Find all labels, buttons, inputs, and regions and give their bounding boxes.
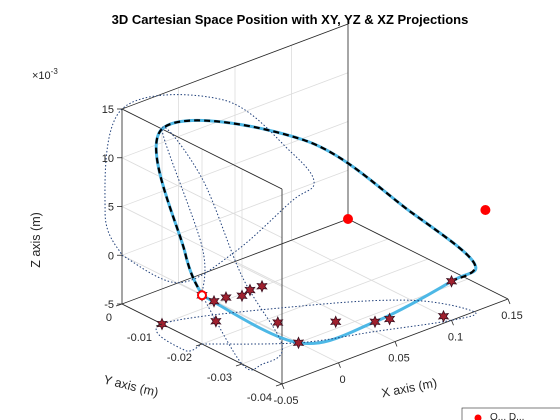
z-axis-label: Z axis (m) <box>29 212 43 268</box>
grid-line-z-back <box>121 72 349 159</box>
series <box>104 94 478 371</box>
grid-line-y-floor <box>161 238 389 325</box>
target-point <box>343 214 353 224</box>
markers <box>156 205 491 350</box>
waypoint-marker <box>383 312 396 326</box>
waypoint-marker <box>272 316 284 329</box>
start-point <box>197 290 207 301</box>
z-multiplier: ×10-3 <box>32 67 58 82</box>
x-tick-label: 0.05 <box>388 353 409 365</box>
legend-box <box>461 407 560 420</box>
tick-labels: -0.0500.050.10.15-0.04-0.03-0.02-0.010-5… <box>102 104 523 407</box>
waypoint-marker <box>330 315 342 329</box>
x-tick-label: 0.15 <box>501 310 522 322</box>
y-tick-label: -0.04 <box>247 392 272 404</box>
y-tick-mark <box>275 383 283 387</box>
y-tick-label: -0.01 <box>127 332 152 344</box>
grid-line-z-side <box>121 157 283 239</box>
x-tick-mark <box>338 362 341 368</box>
legend[interactable]: Q... D... <box>461 407 560 420</box>
y-tick-label: 0 <box>106 312 112 324</box>
y-tick-label: -0.03 <box>207 372 232 384</box>
legend-marker-icon <box>474 414 482 420</box>
z-tick-label: -5 <box>104 299 114 311</box>
legend-entry-label: Q... D... <box>490 412 524 420</box>
x-tick-mark <box>394 341 398 347</box>
waypoint-marker <box>437 309 450 323</box>
z-multiplier-exponent: -3 <box>51 67 59 76</box>
grid-line-z-back <box>121 121 349 207</box>
waypoint-marker <box>220 291 232 304</box>
grid-line-y-floor <box>201 258 429 345</box>
target-point <box>480 205 491 215</box>
waypoint-marker <box>244 283 256 297</box>
chart-title: 3D Cartesian Space Position with XY, YZ … <box>112 12 469 27</box>
z-tick-label: 0 <box>108 250 114 262</box>
y-tick-label: -0.02 <box>167 352 192 364</box>
x-tick-mark <box>507 298 511 305</box>
y-tick-mark <box>195 343 203 347</box>
z-multiplier-base: ×10 <box>32 70 51 82</box>
waypoint-marker <box>369 315 381 329</box>
x-tick-mark <box>281 383 285 390</box>
axes-box-edge <box>347 218 509 300</box>
y-tick-mark <box>155 323 163 327</box>
grid-line-z-back <box>121 169 349 256</box>
axes-box-edge <box>121 218 349 305</box>
x-tick-label: 0 <box>339 374 345 386</box>
waypoint-marker <box>210 314 222 328</box>
z-tick-label: 15 <box>102 104 114 116</box>
waypoint-marker <box>445 274 458 288</box>
axes-box-edge <box>121 23 349 110</box>
axes-box-edge <box>121 108 283 190</box>
waypoint-marker <box>256 279 268 293</box>
waypoint-marker <box>208 294 220 308</box>
waypoint-marker <box>292 336 305 350</box>
x-tick-label: -0.05 <box>273 395 298 407</box>
series-projection-xy <box>155 299 477 352</box>
z-tick-label: 5 <box>108 202 114 214</box>
y-tick-mark <box>235 363 243 367</box>
x-tick-mark <box>451 320 454 326</box>
x-tick-label: 0.1 <box>448 331 463 343</box>
series-projection-xz <box>104 94 315 284</box>
z-tick-label: 10 <box>102 153 114 165</box>
series-reference-trajectory <box>155 119 477 296</box>
